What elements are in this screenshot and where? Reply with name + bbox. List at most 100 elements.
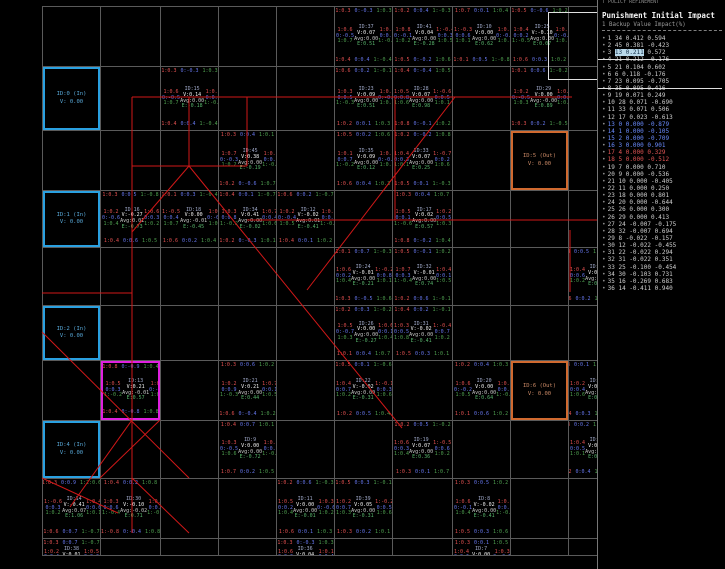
hidden-node-cell[interactable]: 1:0.30:-0.31:0.3 1:0.60:0.21:0.5ID:36V:0.… [277, 539, 334, 555]
impact-row[interactable]: • 7 23 0.095 -0.705 [602, 77, 670, 85]
impact-row[interactable]: • 1 34 0.412 0.594 [602, 35, 666, 42]
hidden-node-cell[interactable]: 1:0.3 0:0.5 1:-0.8 1:0.2 0:-0.6 1:0.4 ID:16 V:-… [101, 191, 160, 247]
impact-row[interactable]: • 29 8 -0.022 -0.157 [602, 234, 673, 242]
stat-trio: 1:0.3 0:-0.3 1:0.3 [335, 8, 392, 14]
stat-trio: 1:0.8 0:-0.1 1:0.2 [394, 121, 451, 128]
impact-rank: 19 [607, 163, 615, 171]
input-node-cell[interactable]: ID:0 (In) V: 0.00 [43, 67, 100, 130]
impact-rank: 31 [607, 249, 615, 257]
hidden-node-cell[interactable]: 1:0.30:0.11:0.5 1:0.40:0.61:0.2ID:7V:0.00… [453, 539, 510, 555]
hidden-node-cell[interactable]: 1:0.3 0:-0.3 1:0.3 1:0.6 0:-0.5 1:0.7 ID:15 V:0… [161, 67, 218, 130]
output-node-cell[interactable]: ID:6 (Out) V: 0.00 [511, 361, 568, 420]
input-node-cell[interactable]: ID:4 (In) V: 0.00 [43, 421, 100, 478]
stat-trio: 1:0.20:0.41:0.5 [569, 469, 597, 476]
impact-row[interactable]: • 22 11 0.000 0.250 [602, 184, 670, 192]
impact-row[interactable]: • 26 29 0.000 0.413 [602, 213, 670, 221]
impact-row[interactable]: • 16 3 0.000 0.901 [602, 142, 666, 150]
impact-row[interactable]: • 23 18 0.000 0.801 [602, 192, 670, 200]
hidden-node-cell[interactable]: 1:0.5 0:-0.1 1:0.2 1:0.7 0:0.3 1:-0.4 ID:32 V:-… [393, 248, 452, 305]
impact-row[interactable]: • 27 24 -0.007 -0.175 [602, 220, 677, 228]
impact-row[interactable]: • 9 19 0.071 0.249 [602, 92, 666, 100]
stat-trio: 1:0.6 0:0.1 1:0.3 [278, 529, 333, 536]
stat-trio: 1:0.5 0:-0.2 1:0.6 [394, 57, 451, 64]
impact-row[interactable]: • 13 0 0.000 -0.879 [602, 120, 670, 128]
impact-row[interactable]: • 30 12 -0.022 -0.455 [602, 242, 677, 250]
impact-row[interactable]: • 10 28 0.071 -0.690 [602, 99, 673, 107]
input-node-cell[interactable]: ID:2 (In) V: 0.00 [43, 306, 100, 360]
impact-row[interactable]: • 32 31 -0.022 0.351 [602, 256, 673, 264]
hidden-node-cell[interactable]: 1:0.3 0:0.6 1:0.2 1:0.2 0:0.9 1:-0.3 ID:21 V:0.… [219, 361, 276, 420]
hidden-node-cell[interactable]: 1:0.4 0:0.7 1:0.1 1:0.3 0:-0.5 1:0.6 ID:9 V:0.0… [219, 421, 276, 478]
impact-row[interactable]: • 3 13 0.211 0.572 [602, 49, 722, 57]
impact-row[interactable]: • 31 22 -0.022 0.294 [602, 249, 673, 257]
impact-row[interactable]: • 33 25 -0.100 -0.454 [602, 263, 677, 271]
impact-row[interactable]: • 5 21 0.104 0.602 [602, 63, 666, 71]
bullet-icon: • [602, 42, 606, 50]
hidden-node-cell[interactable]: 1:0.2 0:-0.2 1:0.8 1:0.4 0:0.3 1:0.1 ID:33 V:0.… [393, 131, 452, 190]
impact-row[interactable]: • 4 21 0.212 -0.176 [598, 56, 722, 63]
hidden-node-cell[interactable]: 1:0.7 0:0.1 1:0.4 1:-0.3 0:0.6 1:0.1 ID:10 V:0.… [453, 7, 510, 66]
hidden-node-cell[interactable]: 1:0.1 0:0.3 1:-0.4 1:-0.5 0:0.4 1:0.7 ID:18 V:0… [161, 191, 218, 247]
hidden-node-cell[interactable]: 1:0.2 0:0.3 1:-0.2 1:0.5 0:-0.7 1:0.3 ID:26 V:0… [335, 306, 392, 360]
selected-node-cell[interactable]: 1:0.8 0:-0.9 1:0.4 1:0.5 0:0.3 1:-0.2 ID:13 V:0… [101, 361, 160, 420]
stat-trio: 1:0.2 0:0.4 1:0.3 [454, 362, 509, 368]
stat-trio: 1:0.5 0:0.1 1:-0.6 [335, 362, 392, 368]
hidden-node-cell[interactable]: 1:0.6 0:0.2 1:-0.7 1:0.2 0:-0.4 1:0.5 ID:12 V:-… [277, 191, 334, 247]
hidden-node-cell[interactable]: 1:0.1 0:0.7 1:-0.3 1:0.6 0:0.2 1:0.4 ID:24 V:-0… [335, 248, 392, 305]
impact-row[interactable]: • 8 35 0.095 0.416 [598, 85, 722, 92]
impact-row[interactable]: • 15 2 0.000 -0.709 [602, 134, 670, 142]
hidden-node-cell[interactable]: 1:0.30:0.11:-0.5 1:0.20:0.41:0.6ID:43V:0.… [569, 361, 597, 420]
stat-center: ID:16 V:-0.27 Avg:0.01 E:-0.73 [120, 206, 145, 230]
hidden-node-cell[interactable]: 1:0.3 0:0.4 1:0.1 1:0.7 0:-0.3 1:0.2 ID:45 V:0.… [219, 131, 276, 190]
impact-row[interactable]: • 12 17 0.023 -0.613 [602, 113, 673, 121]
grid-line [42, 247, 597, 248]
impact-row[interactable]: • 28 32 -0.007 0.694 [602, 227, 673, 235]
impact-row[interactable]: • 21 10 0.000 -0.405 [602, 177, 673, 185]
hidden-node-cell[interactable]: 1:0.30:0.51:-0.7 1:0.40:0.61:0.2ID:44V:0.… [569, 248, 597, 305]
hidden-node-cell[interactable]: 1:0.4 0:0.1 1:-0.7 1:0.3 0:0.8 1:-0.2 ID:34 V:0… [219, 191, 276, 247]
impact-row[interactable]: • 19 7 0.000 0.710 [602, 163, 666, 171]
hidden-node-cell[interactable]: 1:0.4 0:-0.4 1:0.5 1:0.5 0:0.8 1:0.6 ID:28 V:0.… [393, 67, 452, 130]
impact-row[interactable]: • 35 16 -0.269 0.683 [602, 277, 673, 285]
hidden-node-cell[interactable]: 1:0.3 0:0.5 1:0.2 1:0.6 0:-0.1 1:0.4 ID:8 V:-0.… [453, 479, 510, 538]
hidden-node-cell[interactable]: 1:0.4 0:0.2 1:-0.1 1:0.3 0:0.5 1:0.8 ID:31 V:-0… [393, 306, 452, 360]
impact-row[interactable]: • 24 20 0.000 -0.644 [602, 199, 673, 207]
impact-rank: 32 [607, 256, 615, 264]
hidden-node-cell[interactable]: 1:0.30:0.71:-0.7 1:0.20:0.41:0.1ID:38V:0.… [43, 539, 100, 555]
hidden-node-cell[interactable]: 1:0.1 0:0.6 1:-0.2 1:0.2 0:-0.5 1:0.3 ID:29 V:0… [511, 67, 568, 130]
hidden-node-cell[interactable]: 1:0.3 0:-0.3 1:0.3 1:0.6 0:-0.5 1:0.7 ID:37 V:0… [335, 7, 392, 66]
hidden-node-cell[interactable]: 1:0.3 0:0.4 1:0.7 1:0.5 0:0.1 1:-0.6 ID:17 V:0.… [393, 191, 452, 247]
stat-center: ID:9 V:0.00 Avg:0.00 E:-0.72 [238, 437, 263, 461]
impact-row[interactable]: • 17 4 0.000 0.329 [602, 149, 666, 157]
hidden-node-cell[interactable]: 1:0.30:0.21:-0.6 1:0.40:0.51:0.1ID:42V:0.… [569, 421, 597, 478]
impact-row[interactable]: • 18 5 0.000 -0.512 [602, 156, 670, 164]
impact-row[interactable]: • 2 45 0.381 -0.423 [602, 42, 670, 50]
stat-column: 1:0.60:0.11:-0.6 [378, 26, 392, 45]
impact-row[interactable]: • 36 14 -0.411 0.940 [602, 284, 673, 292]
node-value-label: V: 0.00 [527, 160, 552, 167]
bullet-icon: • [602, 177, 606, 185]
node-value-label: V: 0.00 [59, 449, 84, 456]
hidden-node-cell[interactable]: 1:0.2 0:0.4 1:0.3 1:0.6 0:-0.2 1:0.5 ID:20 V:0.… [453, 361, 510, 420]
hidden-node-cell[interactable]: 1:0.5 0:0.1 1:-0.6 1:0.4 0:0.7 1:0.2 ID:22 V:-0… [335, 361, 392, 420]
impact-row[interactable]: • 6 6 0.118 -0.176 [602, 70, 666, 78]
impact-row[interactable]: • 20 9 0.000 -0.536 [602, 170, 670, 178]
hidden-node-cell[interactable]: 1:0.5 0:0.3 1:-0.1 1:0.2 0:0.7 1:0.3 ID:39 V:0.… [335, 479, 392, 538]
hidden-node-cell[interactable]: 1:0.2 0:0.6 1:-0.3 1:0.5 0:0.2 1:0.4 ID:11 V:0.… [277, 479, 334, 538]
stat-center: ID:12 V:-0.02 Avg:0.01 E:-0.41 [296, 206, 321, 230]
impact-row[interactable]: • 11 33 0.071 0.506 [602, 106, 670, 114]
input-node-cell[interactable]: ID:1 (In) V: 0.00 [43, 191, 100, 247]
hidden-node-cell[interactable]: 1:0.2 0:0.4 1:-0.3 1:0.8 0:-0.1 1:0.2 ID:41 V:0… [393, 7, 452, 66]
impact-value: -0.644 [651, 199, 673, 207]
hidden-node-cell[interactable]: 1:0.4 0:0.2 1:0.8 1:0.3 0:0.6 1:-0.4 ID:30 V:-0… [101, 479, 160, 538]
hidden-node-cell[interactable]: 1:0.6 0:0.2 1:-0.1 1:0.3 0:0.5 1:-0.3 ID:23 V:0… [335, 67, 392, 130]
hidden-node-cell[interactable]: 1:0.2 0:0.5 1:-0.2 1:0.6 0:0.3 1:0.4 ID:19 V:0.… [393, 421, 452, 478]
hidden-node-cell[interactable]: 1:0.3 0:0.9 1:2:0.6 1:-0.6 0:0.3 1:0.2 ID:14 V:… [43, 479, 100, 538]
impact-row[interactable]: • 34 30 -0.103 0.731 [602, 270, 673, 278]
impact-row[interactable]: • 25 26 0.000 0.300 [602, 206, 670, 214]
impact-row[interactable]: • 14 1 0.000 -0.105 [602, 127, 670, 135]
hidden-node-cell[interactable]: 1:0.5 0:0.2 1:0.6 1:0.1 0:0.7 1:-0.2 ID:35 V:0.… [335, 131, 392, 190]
output-node-cell[interactable]: ID:5 (Out) V: 0.00 [511, 131, 568, 190]
hidden-node-cell[interactable]: 1:0.5 0:-0.6 1:0.2 1:0.4 0:0.2 1:-0.5 ID:25 V:-… [511, 7, 568, 66]
bullet-icon: • [602, 206, 606, 214]
